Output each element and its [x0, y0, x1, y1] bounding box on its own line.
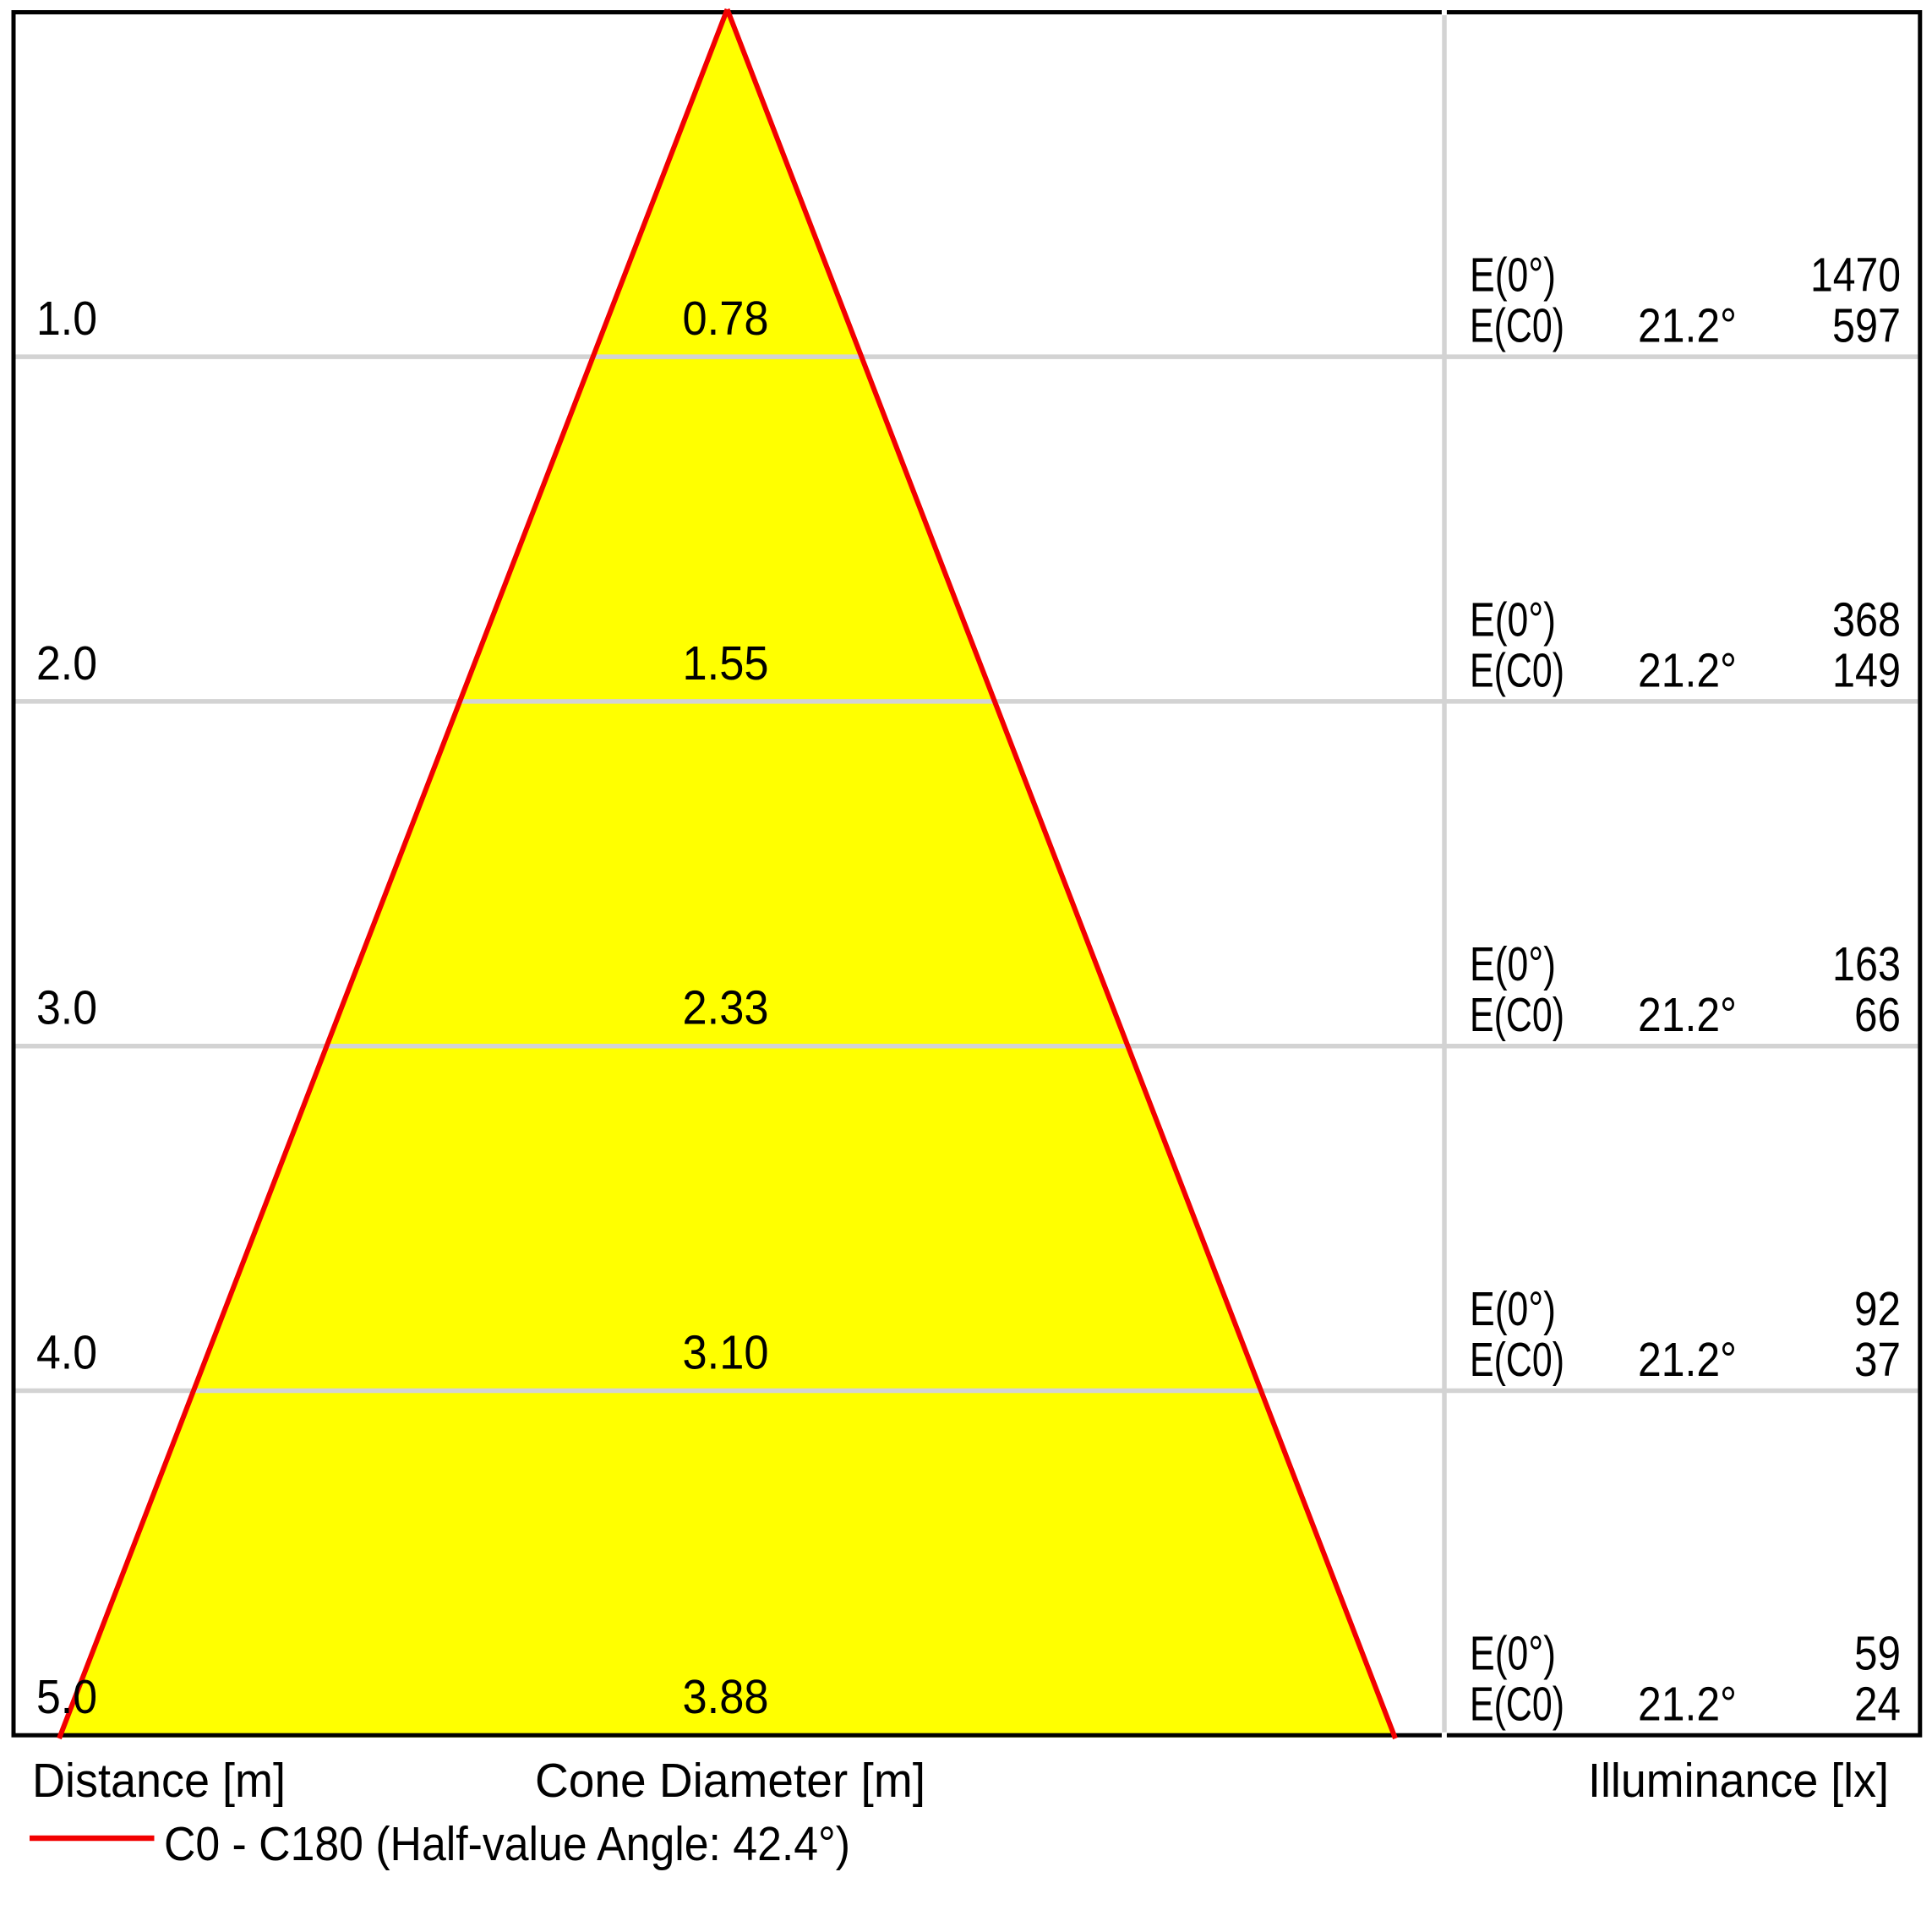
- svg-text:Illuminance [lx]: Illuminance [lx]: [1588, 1754, 1889, 1808]
- svg-text:37: 37: [1854, 1333, 1901, 1387]
- svg-text:1470: 1470: [1810, 248, 1901, 303]
- svg-text:5.0: 5.0: [36, 1670, 97, 1724]
- svg-text:C0 - C180 (Half-value Angle: 4: C0 - C180 (Half-value Angle: 42.4°): [164, 1817, 850, 1871]
- svg-text:E(0°): E(0°): [1470, 1282, 1556, 1336]
- svg-text:2.33: 2.33: [683, 981, 769, 1035]
- svg-text:E(0°): E(0°): [1470, 592, 1556, 647]
- svg-text:3.0: 3.0: [36, 981, 97, 1035]
- svg-text:21.2°: 21.2°: [1638, 299, 1737, 353]
- svg-text:E(C0): E(C0): [1470, 299, 1564, 353]
- svg-text:1.55: 1.55: [683, 636, 769, 690]
- svg-text:21.2°: 21.2°: [1638, 988, 1737, 1042]
- svg-text:3.10: 3.10: [683, 1326, 769, 1380]
- svg-text:66: 66: [1854, 988, 1901, 1042]
- svg-text:E(0°): E(0°): [1470, 248, 1556, 303]
- svg-text:149: 149: [1832, 643, 1901, 697]
- svg-text:Distance [m]: Distance [m]: [32, 1754, 286, 1808]
- svg-text:E(C0): E(C0): [1470, 643, 1564, 697]
- svg-text:3.88: 3.88: [683, 1670, 769, 1724]
- svg-text:597: 597: [1832, 299, 1901, 353]
- svg-text:E(C0): E(C0): [1470, 1333, 1564, 1387]
- svg-text:2.0: 2.0: [36, 636, 97, 690]
- svg-text:E(C0): E(C0): [1470, 1678, 1564, 1732]
- svg-text:59: 59: [1854, 1627, 1901, 1681]
- svg-text:24: 24: [1854, 1678, 1901, 1732]
- svg-text:21.2°: 21.2°: [1638, 1333, 1737, 1387]
- svg-text:163: 163: [1832, 937, 1901, 991]
- svg-text:E(0°): E(0°): [1470, 937, 1556, 991]
- svg-text:368: 368: [1832, 592, 1901, 647]
- svg-text:4.0: 4.0: [36, 1326, 97, 1380]
- svg-text:0.78: 0.78: [683, 292, 769, 346]
- svg-text:1.0: 1.0: [36, 292, 97, 346]
- svg-text:E(C0): E(C0): [1470, 988, 1564, 1042]
- svg-text:92: 92: [1854, 1282, 1901, 1336]
- svg-text:Cone Diameter [m]: Cone Diameter [m]: [535, 1754, 925, 1808]
- svg-text:21.2°: 21.2°: [1638, 643, 1737, 697]
- svg-text:21.2°: 21.2°: [1638, 1678, 1737, 1732]
- svg-text:E(0°): E(0°): [1470, 1627, 1556, 1681]
